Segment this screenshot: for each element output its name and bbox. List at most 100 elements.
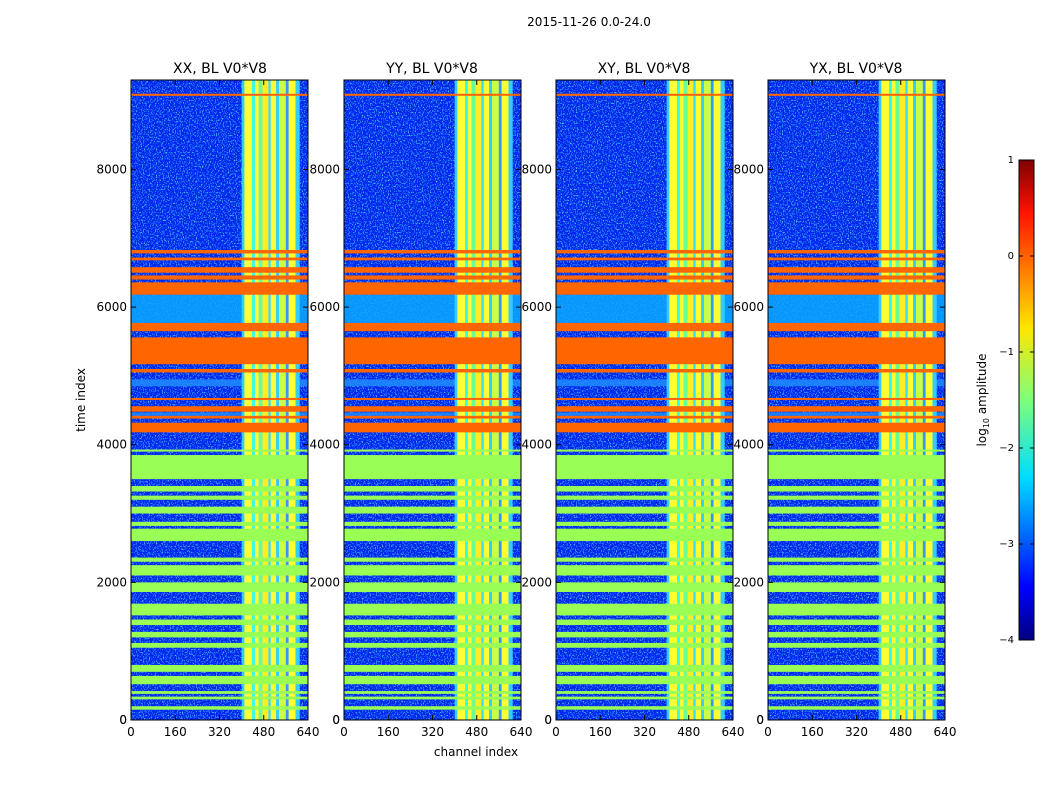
xy-flag-row-11 [556,415,733,419]
yx-flag-row-31 [768,706,945,710]
yy-flag-row-19 [344,528,521,542]
xx-flag-row-22 [131,582,308,592]
xy-flag-row-17 [556,506,733,514]
xy-xtick-label: 640 [722,725,745,739]
yy-ytick-label: 2000 [309,575,340,589]
yx-flag-row-15 [768,486,945,492]
xy-flag-row-2 [556,257,733,261]
yy-xtick-label: 160 [377,725,400,739]
yx-flag-row-26 [768,642,945,648]
yy-flag-row-3 [344,267,521,273]
xx-flag-row-8 [131,369,308,373]
yx-flag-row-19 [768,528,945,542]
xx-flag-row-27 [131,664,308,672]
yx-light-row-2 [768,379,945,387]
xy-xtick-label: 480 [677,725,700,739]
yy-flag-row-16 [344,495,521,500]
xx-flag-row-21 [131,565,308,576]
yx-flag-row-13 [768,449,945,452]
yy-flag-row-31 [344,706,521,710]
yy-light-row-2 [344,379,521,387]
xy-xtick-label: 160 [589,725,612,739]
figure-suptitle: 2015-11-26 0.0-24.0 [527,15,651,29]
xx-ytick-label: 8000 [96,162,127,176]
yx-flag-row-8 [768,369,945,373]
yx-flag-row-18 [768,521,945,526]
xx-flag-row-29 [131,691,308,694]
xy-flag-row-20 [556,557,733,562]
xy-flag-row-8 [556,369,733,373]
xy-flag-row-10 [556,406,733,412]
yx-ytick-label: 4000 [733,438,764,452]
xx-flag-row-17 [131,506,308,514]
xx-xtick-label: 320 [208,725,231,739]
yy-flag-row-18 [344,521,521,526]
xy-flag-row-24 [556,619,733,626]
xy-ytick-label: 8000 [521,162,552,176]
xx-ytick-label: 0 [119,713,127,727]
xx-flag-row-11 [131,415,308,419]
yx-flag-row-25 [768,631,945,638]
yy-flag-row-6 [344,322,521,332]
xy-flag-row-28 [556,675,733,685]
panel-xy-title: XY, BL V0*V8 [598,61,691,77]
panel-yx-title: YX, BL V0*V8 [809,61,903,77]
yx-flag-row-7 [768,337,945,365]
yx-flag-row-14 [768,455,945,480]
xy-flag-row-3 [556,267,733,273]
colorbar-tick-label: −3 [999,539,1014,550]
xx-flag-row-19 [131,528,308,542]
colorbar-tick-label: 0 [1008,251,1014,262]
yx-flag-row-11 [768,415,945,419]
yx-xtick-label: 160 [801,725,824,739]
xy-flag-row-19 [556,528,733,542]
yy-xtick-label: 480 [465,725,488,739]
xx-flag-row-0 [131,93,308,96]
yy-flag-row-23 [344,603,521,616]
yx-flag-row-22 [768,582,945,592]
xx-flag-row-12 [131,422,308,433]
yx-flag-row-29 [768,691,945,694]
xx-flag-row-10 [131,406,308,412]
y-axis-label: time index [74,368,88,432]
panel-yy: YY, BL V0*V8 0 160 320 480 640 0 2000 4000 6000 8… [309,61,532,739]
x-axis-label: channel index [434,745,518,759]
xy-flag-row-31 [556,706,733,710]
xx-light-row-1 [131,412,308,416]
yx-flag-row-21 [768,565,945,576]
yx-flag-row-1 [768,249,945,254]
yx-xtick-label: 320 [845,725,868,739]
yx-flag-row-10 [768,406,945,412]
xx-flag-row-14 [131,455,308,480]
yy-flag-row-15 [344,486,521,492]
yx-ytick-label: 2000 [733,575,764,589]
xy-ytick-label: 6000 [521,300,552,314]
yy-flag-row-26 [344,642,521,648]
xx-flag-row-28 [131,675,308,685]
yy-flag-row-11 [344,415,521,419]
xx-flag-row-30 [131,696,308,700]
colorbar-tick-label: 1 [1008,155,1014,166]
yx-xtick-label: 0 [764,725,772,739]
xy-flag-row-6 [556,322,733,332]
yx-flag-row-12 [768,422,945,433]
xx-light-row-2 [131,379,308,387]
yx-flag-row-30 [768,696,945,700]
xy-flag-row-9 [556,397,733,400]
yy-xtick-label: 320 [421,725,444,739]
colorbar-tick-label: −2 [999,443,1014,454]
yy-flag-row-27 [344,664,521,672]
xx-flag-row-20 [131,557,308,562]
panel-xx-title: XX, BL V0*V8 [173,61,267,77]
xx-flag-row-7 [131,337,308,365]
yy-flag-row-17 [344,506,521,514]
yy-flag-row-14 [344,455,521,480]
yy-flag-row-2 [344,257,521,261]
xx-flag-row-1 [131,249,308,254]
yx-ytick-label: 8000 [733,162,764,176]
yx-flag-row-3 [768,267,945,273]
yy-flag-row-10 [344,406,521,412]
yy-flag-row-4 [344,275,521,280]
yx-ytick-label: 0 [756,713,764,727]
